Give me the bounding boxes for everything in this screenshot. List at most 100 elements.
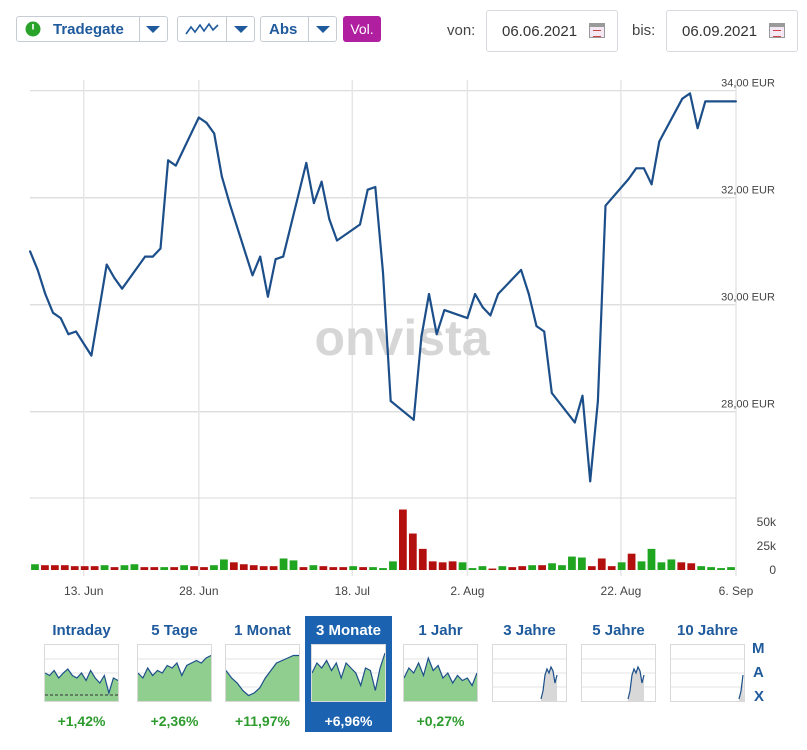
price-point [75,330,78,333]
period-label: 1 Jahr [418,622,463,639]
chevron-down-icon [234,26,248,33]
volume-bar [627,553,636,570]
period-thumbnail [311,644,386,702]
line-chart-icon [185,22,219,35]
period-label: Intraday [52,622,111,639]
price-point [52,311,55,314]
price-point [251,274,254,277]
price-point [474,293,477,296]
date-tick-label: 28. Jun [179,584,218,598]
price-point [412,418,415,421]
price-series [28,92,737,483]
price-point [642,167,645,170]
thumbnail-area [45,669,118,701]
volume-bar [220,559,228,570]
volume-bar [90,566,99,570]
period-thumbnail [492,644,567,702]
volume-bar [229,562,238,570]
volume-bar [687,563,696,570]
chart-type-dropdown[interactable] [177,16,255,42]
volume-bar [170,567,179,570]
volume-bar [607,566,616,570]
volume-bar [697,566,706,570]
volume-bar [130,564,139,570]
period-tab-10-jahre[interactable]: 10 Jahre [664,616,751,732]
from-label: von: [447,22,476,39]
price-point [36,268,39,271]
volume-bar [60,565,69,570]
thumbnail-area [312,653,385,701]
period-thumbnail [137,644,212,702]
calendar-icon[interactable] [589,23,605,38]
volume-bar [408,533,417,570]
period-change: +2,36% [150,713,199,729]
price-point [213,132,216,135]
volume-bar [289,560,298,570]
exchange-dropdown[interactable]: Tradegate [16,16,168,42]
volume-bar [528,565,537,570]
period-tab-3-jahre[interactable]: 3 Jahre [486,616,573,732]
price-point [681,97,684,100]
price-point [650,183,653,186]
mode-label: Abs [269,21,298,38]
volume-bar [299,567,308,570]
volume-bar [647,548,656,570]
volume-bar [488,568,497,570]
price-point [581,394,584,397]
period-tab-1-jahr[interactable]: 1 Jahr +0,27% [397,616,484,732]
period-tab-1-monat[interactable]: 1 Monat +11,97% [219,616,306,732]
volume-bar [80,566,89,570]
price-point [573,421,576,424]
mode-dropdown[interactable]: Abs [260,16,337,42]
volume-bar [339,567,348,570]
price-point [358,223,361,226]
exchange-label: Tradegate [53,21,124,38]
volume-bar [329,567,338,570]
volume-bar [587,566,596,570]
price-chart[interactable]: onvista 28,00 EUR 30,00 EUR 32,00 EUR 34,00… [0,0,807,612]
volume-bar [657,562,666,570]
chevron-down-icon [316,26,330,33]
chart-toolbar: Tradegate Abs Vol. von: 06.06.2021 bis: … [0,0,807,64]
volume-bar [597,558,606,570]
volume-bar [70,566,79,570]
price-point [658,140,661,143]
price-point [113,276,116,279]
onvista-watermark: onvista [314,310,490,366]
calendar-icon[interactable] [769,23,785,38]
volume-bar [41,565,49,570]
price-point [121,287,124,290]
price-point [535,325,538,328]
period-change: +6,96% [324,713,373,729]
volume-bar [349,566,358,570]
volume-bar [120,565,129,570]
volume-bar [279,558,288,570]
price-point [374,186,377,189]
volume-toggle-button[interactable]: Vol. [343,16,381,42]
price-point [335,239,338,242]
from-date-field[interactable]: 06.06.2021 [486,10,618,52]
max-label-x[interactable]: X [754,688,765,705]
period-tab-5-tage[interactable]: 5 Tage +2,36% [131,616,218,732]
to-date-field[interactable]: 06.09.2021 [666,10,798,52]
volume-bar [239,564,248,570]
volume-bar [190,566,198,570]
grid-lines [30,80,737,576]
period-tab-3-monate[interactable]: 3 Monate +6,96% [305,616,392,732]
volume-bar [399,509,407,570]
price-point [366,188,369,191]
max-label-a[interactable]: A [753,664,764,681]
volume-bar [160,567,169,570]
price-point [489,314,492,317]
volume-bar [518,566,527,570]
volume-bar [180,565,189,570]
price-point [320,180,323,183]
price-point [389,400,392,403]
volume-bar [548,563,556,570]
period-tab-5-jahre[interactable]: 5 Jahre [575,616,662,732]
volume-bar [100,565,109,570]
max-label-m[interactable]: M [752,640,765,657]
volume-bar [210,565,218,570]
volume-bar [707,567,716,570]
period-tab-intraday[interactable]: Intraday +1,42% [38,616,125,732]
